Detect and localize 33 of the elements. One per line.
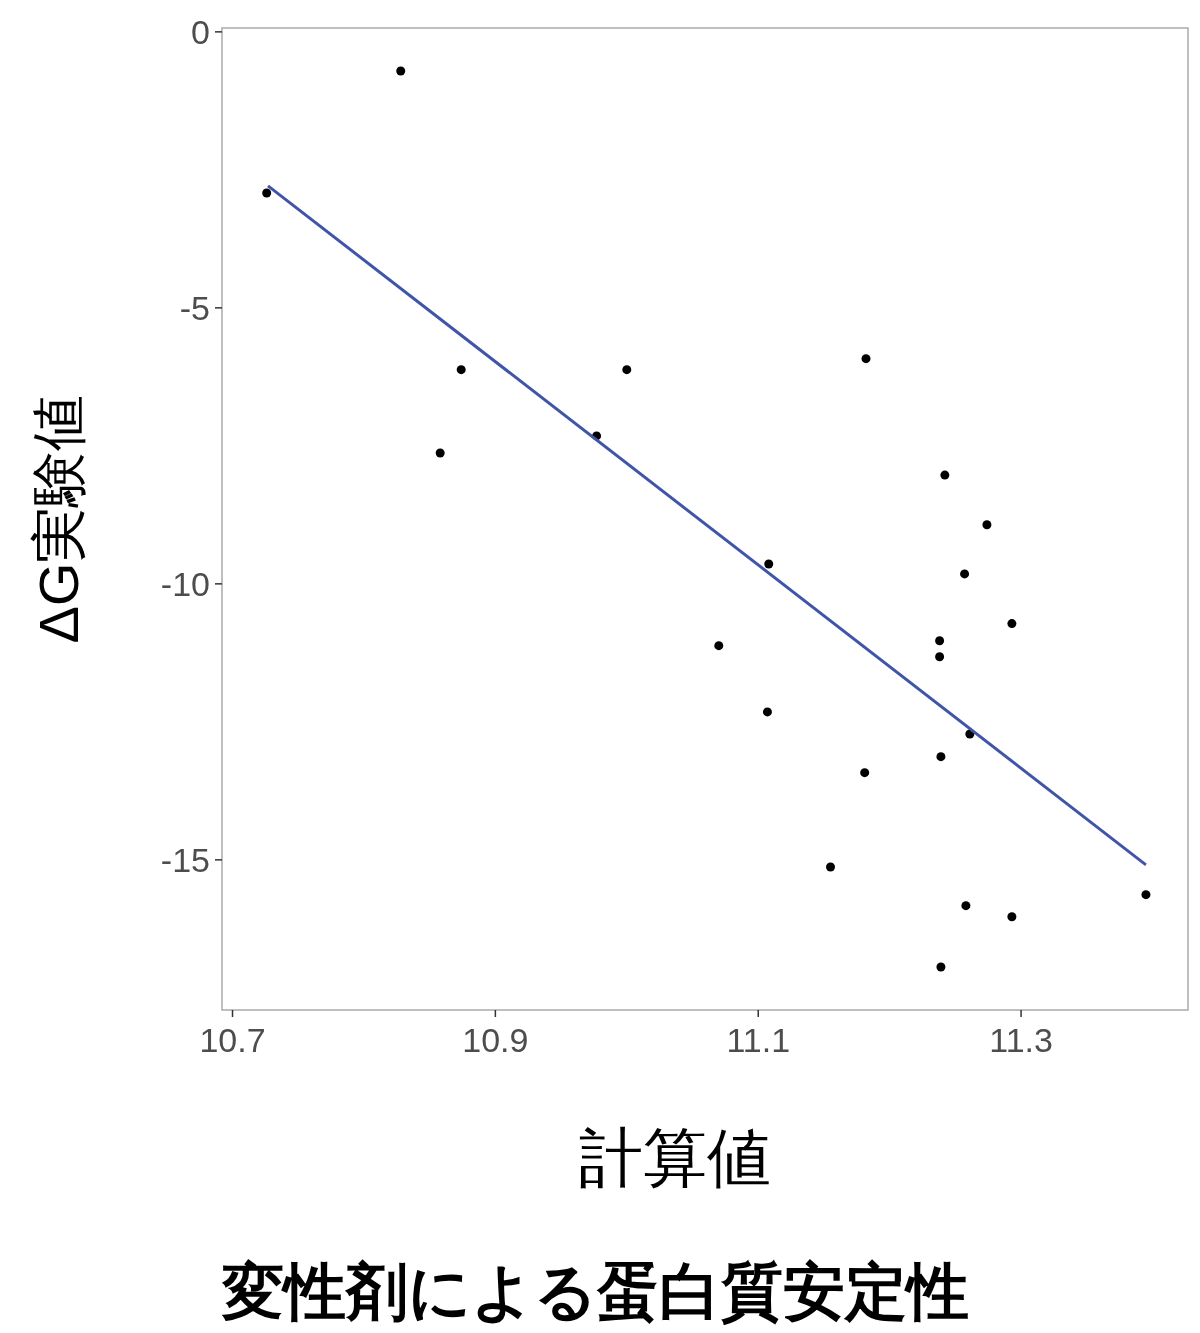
point bbox=[622, 365, 632, 375]
x-tick-label: 11.1 bbox=[726, 1021, 791, 1059]
y-tick-label: 0 bbox=[191, 12, 210, 51]
text: 変性剤による蛋白質安定性 bbox=[220, 1257, 969, 1326]
point bbox=[935, 652, 945, 662]
point bbox=[764, 559, 774, 569]
point bbox=[396, 66, 406, 76]
x-axis-title: 計算値 bbox=[579, 1122, 771, 1194]
point bbox=[961, 901, 971, 911]
point bbox=[936, 962, 946, 972]
y-axis-title: ΔG実験値 bbox=[27, 394, 90, 644]
y-tick-label: -15 bbox=[160, 840, 210, 879]
point bbox=[960, 569, 970, 579]
x-tick-label: 10.7 bbox=[199, 1021, 266, 1059]
point bbox=[1007, 619, 1017, 629]
x-tick-label: 11.3 bbox=[989, 1021, 1053, 1059]
point bbox=[456, 365, 466, 375]
y-tick-label: -10 bbox=[160, 564, 210, 603]
point bbox=[940, 470, 950, 480]
point bbox=[861, 354, 871, 364]
point bbox=[936, 752, 946, 762]
point bbox=[982, 520, 992, 530]
x-tick-label: 10.9 bbox=[462, 1021, 529, 1059]
point bbox=[860, 768, 870, 778]
point bbox=[1007, 912, 1017, 922]
point bbox=[262, 188, 272, 198]
point bbox=[435, 448, 445, 458]
point bbox=[826, 862, 836, 872]
y-tick-label: -5 bbox=[179, 288, 210, 327]
point bbox=[1141, 890, 1151, 900]
point bbox=[714, 641, 724, 651]
point bbox=[935, 636, 945, 646]
point bbox=[762, 707, 772, 717]
